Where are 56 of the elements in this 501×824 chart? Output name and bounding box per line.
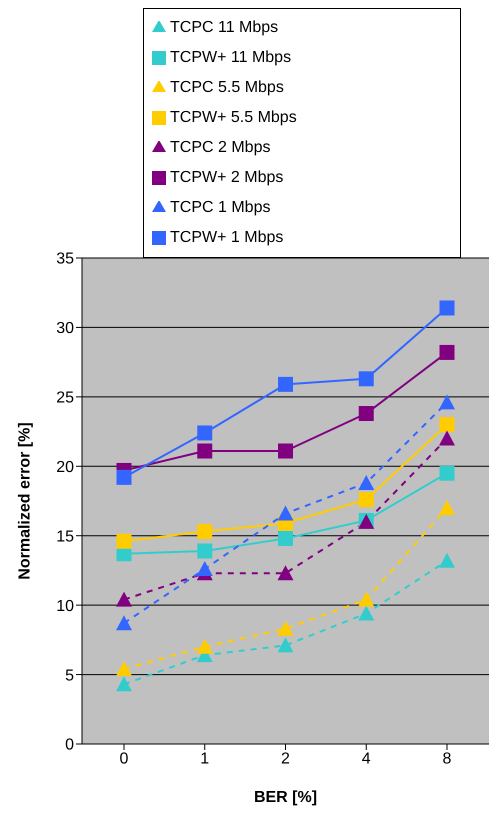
point <box>439 552 455 568</box>
legend-label: TCPW+ 5.5 Mbps <box>170 109 298 126</box>
y-tick-label: 25 <box>56 390 74 407</box>
point <box>116 676 132 692</box>
legend-label: TCPW+ 2 Mbps <box>170 169 284 186</box>
x-axis-title: BER [%] <box>254 789 318 806</box>
point <box>439 430 455 446</box>
point <box>278 505 294 520</box>
y-tick-label: 5 <box>65 667 74 684</box>
legend-label: TCPW+ 1 Mbps <box>170 229 284 246</box>
point <box>116 470 132 485</box>
point <box>440 300 454 316</box>
point <box>440 466 454 481</box>
point <box>440 344 454 360</box>
point <box>358 474 374 490</box>
point <box>116 592 132 607</box>
x-tick-label: 8 <box>442 750 452 768</box>
point <box>439 500 455 515</box>
point <box>197 524 212 540</box>
point <box>278 620 294 636</box>
point <box>196 561 213 576</box>
y-tick-label: 0 <box>65 736 74 754</box>
x-tick-label: 0 <box>120 750 129 768</box>
legend-label: TCPC 5.5 Mbps <box>170 79 285 96</box>
y-tick-label: 30 <box>56 320 74 338</box>
point <box>197 444 212 459</box>
legend-label: TCPW+ 11 Mbps <box>170 49 292 66</box>
legend-label: TCPC 1 Mbps <box>170 199 272 216</box>
point <box>278 530 293 546</box>
y-tick-label: 35 <box>56 250 74 268</box>
point <box>358 605 374 620</box>
point <box>116 615 132 630</box>
point <box>358 492 374 508</box>
y-tick-label: 20 <box>56 458 74 476</box>
point <box>358 592 374 607</box>
x-tick-label: 1 <box>200 750 210 768</box>
y-axis-title: Normalized error [%] <box>16 422 34 580</box>
x-tick-label: 4 <box>362 750 371 768</box>
point <box>197 543 212 558</box>
point <box>278 565 294 580</box>
point <box>278 444 293 459</box>
point <box>116 661 132 676</box>
y-tick-label: 15 <box>56 528 74 546</box>
x-tick-label: 2 <box>281 750 290 768</box>
point <box>278 376 293 392</box>
legend-label: TCPC 2 Mbps <box>170 139 272 156</box>
point <box>440 417 454 432</box>
legend-label: TCPC 11 Mbps <box>170 19 280 36</box>
point <box>439 394 455 410</box>
y-tick-label: 10 <box>56 598 74 615</box>
point <box>196 638 213 654</box>
point <box>278 637 294 652</box>
point <box>116 534 132 549</box>
point <box>358 371 374 386</box>
point <box>197 425 212 440</box>
point <box>358 406 374 422</box>
